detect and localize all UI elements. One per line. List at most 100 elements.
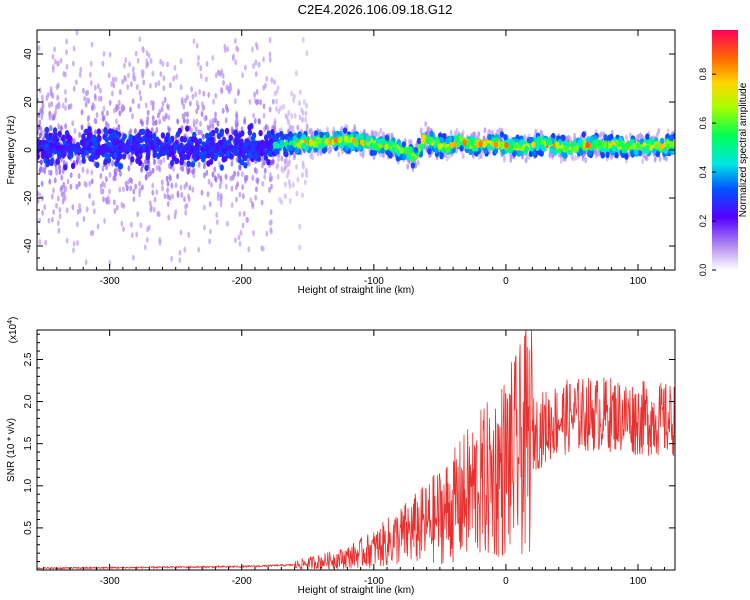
heatmap-cell — [162, 85, 166, 92]
heatmap-cell — [619, 140, 624, 148]
heatmap-cell — [52, 127, 58, 134]
heatmap-cell — [149, 57, 153, 64]
heatmap-cell — [107, 72, 111, 79]
heatmap-cell — [373, 142, 379, 150]
heatmap-cell — [168, 82, 172, 89]
heatmap-cell — [264, 134, 269, 142]
heatmap-cell — [302, 99, 306, 105]
heatmap-cell — [633, 148, 639, 155]
heatmap-cell — [37, 123, 41, 130]
heatmap-cell — [135, 84, 139, 90]
heatmap-cell — [252, 112, 256, 119]
heatmap-cell — [410, 162, 416, 169]
heatmap-cell — [163, 193, 167, 200]
heatmap-cell — [466, 139, 472, 146]
heatmap-cell — [55, 84, 59, 90]
heatmap-cell — [434, 147, 439, 154]
heatmap-cell — [264, 82, 267, 89]
heatmap-cell — [224, 173, 228, 180]
heatmap-cell — [197, 54, 200, 61]
heatmap-cell — [295, 190, 299, 197]
heatmap-cell — [86, 116, 90, 123]
heatmap-cell — [284, 113, 288, 119]
heatmap-cell — [408, 147, 413, 155]
y-tick-label: 40 — [23, 48, 34, 60]
heatmap-cell — [391, 146, 396, 154]
heatmap-cell — [48, 102, 51, 109]
heatmap-cell — [114, 76, 118, 83]
heatmap-cell — [129, 128, 133, 135]
heatmap-cell — [37, 197, 40, 204]
heatmap-cell — [145, 237, 149, 243]
heatmap-cell — [52, 209, 55, 216]
x-tick-label: -200 — [232, 276, 252, 287]
heatmap-cell — [483, 147, 488, 154]
heatmap-cell — [270, 77, 274, 84]
heatmap-cell — [205, 139, 210, 146]
heatmap-cell — [247, 151, 253, 159]
heatmap-cell — [179, 158, 184, 166]
heatmap-cell — [143, 244, 147, 251]
heatmap-cell — [635, 142, 640, 149]
heatmap-cell — [275, 105, 278, 112]
heatmap-cell — [102, 50, 106, 57]
heatmap-cell — [261, 157, 265, 164]
heatmap-cell — [126, 84, 130, 90]
heatmap-cell — [96, 223, 100, 230]
heatmap-cell — [129, 106, 132, 113]
heatmap-cell — [65, 38, 68, 45]
heatmap-cell — [131, 113, 134, 120]
heatmap-cell — [298, 114, 302, 121]
heatmap-cell — [174, 182, 178, 189]
heatmap-cell — [126, 72, 130, 79]
heatmap-cell — [203, 224, 206, 231]
heatmap-cell — [134, 128, 137, 135]
heatmap-cell — [296, 176, 300, 183]
heatmap-cell — [190, 86, 194, 93]
heatmap-cell — [509, 144, 514, 151]
heatmap-cell — [182, 117, 186, 124]
heatmap-cell — [149, 82, 152, 89]
heatmap-cell — [89, 60, 93, 67]
heatmap-cell — [117, 162, 123, 169]
heatmap-cell — [219, 201, 223, 208]
heatmap-cell — [136, 211, 140, 218]
heatmap-cell — [614, 152, 619, 159]
heatmap-cell — [287, 168, 290, 175]
heatmap-cell — [69, 103, 73, 110]
heatmap-cell — [268, 51, 272, 58]
heatmap-cell — [223, 47, 227, 54]
heatmap-cell — [202, 150, 208, 157]
heatmap-cell — [163, 115, 167, 122]
heatmap-cell — [127, 146, 132, 153]
heatmap-cell — [471, 145, 476, 152]
heatmap-cell — [218, 183, 222, 190]
heatmap-cell — [333, 131, 338, 138]
heatmap-cell — [254, 59, 258, 66]
heatmap-cell — [587, 149, 592, 157]
heatmap-cell — [243, 162, 248, 169]
heatmap-cell — [50, 193, 54, 200]
heatmap-cell — [38, 239, 42, 245]
heatmap-cell — [637, 150, 643, 157]
heatmap-cell — [178, 257, 182, 264]
heatmap-cell — [188, 184, 192, 191]
heatmap-cell — [187, 150, 192, 157]
y-tick-label: 2.5 — [23, 352, 34, 366]
heatmap-cell — [108, 134, 113, 141]
heatmap-cell — [99, 173, 103, 179]
heatmap-cell — [106, 122, 110, 129]
heatmap-cell — [439, 137, 444, 144]
heatmap-cell — [61, 198, 65, 205]
heatmap-cell — [157, 112, 160, 119]
heatmap-cell — [184, 143, 189, 150]
y-tick-label: 2.0 — [23, 394, 34, 408]
heatmap-cell — [269, 172, 272, 178]
heatmap-cell — [276, 84, 280, 91]
heatmap-cell — [251, 175, 255, 181]
heatmap-cell — [48, 178, 52, 185]
heatmap-cell — [425, 137, 431, 145]
heatmap-cell — [141, 184, 144, 191]
heatmap-cell — [269, 209, 273, 216]
